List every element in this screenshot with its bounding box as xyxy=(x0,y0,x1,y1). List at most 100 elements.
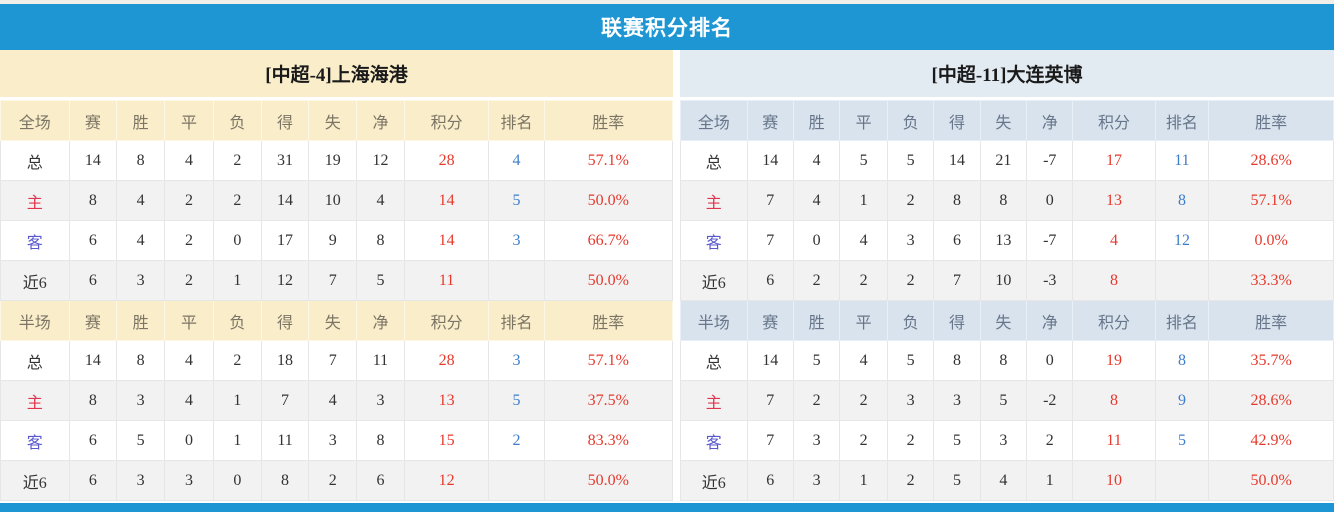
rate-cell: 42.9% xyxy=(1208,420,1334,461)
table-row: 主 8 4 2 2 14 10 4 14 5 50.0% xyxy=(0,180,674,221)
stat-cell: 6 xyxy=(746,460,794,501)
points-cell: 13 xyxy=(403,380,490,421)
points-cell: 19 xyxy=(1072,340,1156,381)
rate-cell: 50.0% xyxy=(543,180,674,221)
points-cell: 10 xyxy=(1072,460,1156,501)
col-header: 负 xyxy=(886,300,935,341)
col-header: 胜 xyxy=(116,100,165,141)
col-header: 胜 xyxy=(792,300,841,341)
col-header: 得 xyxy=(260,300,310,341)
table-row: 近6 6 2 2 2 7 10 -3 8 33.3% xyxy=(680,260,1334,301)
stat-cell: 9 xyxy=(308,220,358,261)
stat-cell: 3 xyxy=(163,460,214,501)
row-label: 总 xyxy=(0,140,70,181)
stat-cell: 7 xyxy=(308,340,358,381)
row-label: 客 xyxy=(0,420,70,461)
stat-cell: 2 xyxy=(212,180,262,221)
stat-cell: 3 xyxy=(886,380,935,421)
stat-cell: 5 xyxy=(979,380,1028,421)
stat-cell: 1 xyxy=(212,420,262,461)
col-header: 胜 xyxy=(792,100,841,141)
stat-cell: 7 xyxy=(260,380,310,421)
rank-cell: 3 xyxy=(488,340,545,381)
stat-cell: 0 xyxy=(792,220,841,261)
col-header: 得 xyxy=(933,300,981,341)
stat-cell: 8 xyxy=(933,180,981,221)
table-row: 近6 6 3 2 1 12 7 5 11 50.0% xyxy=(0,260,674,301)
rate-cell: 50.0% xyxy=(1208,460,1334,501)
col-header: 排名 xyxy=(1154,100,1210,141)
rank-cell: 5 xyxy=(488,180,545,221)
points-cell: 12 xyxy=(403,460,490,501)
rank-cell: 9 xyxy=(1154,380,1210,421)
row-label: 总 xyxy=(680,140,748,181)
col-header: 胜率 xyxy=(543,300,674,341)
team-title-home: [中超-4]上海海港 xyxy=(0,50,673,100)
stat-cell: 8 xyxy=(68,180,118,221)
stat-cell: 1 xyxy=(839,460,888,501)
points-cell: 4 xyxy=(1072,220,1156,261)
rate-cell: 57.1% xyxy=(1208,180,1334,221)
stat-cell: 2 xyxy=(839,420,888,461)
stat-cell: 10 xyxy=(979,260,1028,301)
stat-cell: 4 xyxy=(163,380,214,421)
row-label: 主 xyxy=(680,380,748,421)
stat-cell: 14 xyxy=(933,140,981,181)
rank-cell: 8 xyxy=(1154,340,1210,381)
points-cell: 14 xyxy=(403,180,490,221)
stat-cell: 2 xyxy=(886,180,935,221)
stat-cell: 0 xyxy=(212,460,262,501)
stat-cell: 1 xyxy=(1026,460,1074,501)
points-cell: 8 xyxy=(1072,380,1156,421)
table-row: 客 7 3 2 2 5 3 2 11 5 42.9% xyxy=(680,420,1334,461)
stat-cell: 3 xyxy=(116,260,165,301)
row-label: 客 xyxy=(0,220,70,261)
row-label: 主 xyxy=(0,380,70,421)
stat-cell: 4 xyxy=(163,140,214,181)
stat-cell: 5 xyxy=(886,340,935,381)
stat-cell: 8 xyxy=(260,460,310,501)
stat-cell: 4 xyxy=(116,180,165,221)
col-header: 负 xyxy=(212,300,262,341)
stat-cell: 2 xyxy=(163,180,214,221)
row-label: 总 xyxy=(680,340,748,381)
page-bottom-bar xyxy=(0,503,1334,512)
stat-cell: 4 xyxy=(839,340,888,381)
col-header: 赛 xyxy=(68,300,118,341)
table-row: 客 6 5 0 1 11 3 8 15 2 83.3% xyxy=(0,420,674,461)
rate-cell: 33.3% xyxy=(1208,260,1334,301)
stat-cell: 1 xyxy=(212,260,262,301)
col-header: 净 xyxy=(356,300,405,341)
stat-cell: 2 xyxy=(212,140,262,181)
stat-cell: 14 xyxy=(746,140,794,181)
rate-cell: 0.0% xyxy=(1208,220,1334,261)
stat-cell: 2 xyxy=(163,220,214,261)
rate-cell: 50.0% xyxy=(543,260,674,301)
col-header: 得 xyxy=(260,100,310,141)
row-label: 客 xyxy=(680,420,748,461)
row-label: 主 xyxy=(0,180,70,221)
stat-cell: 8 xyxy=(979,180,1028,221)
stat-cell: 11 xyxy=(260,420,310,461)
page-title: 联赛积分排名 xyxy=(601,17,733,40)
stat-cell: 14 xyxy=(746,340,794,381)
stat-cell: 7 xyxy=(746,220,794,261)
row-label: 总 xyxy=(0,340,70,381)
col-header: 失 xyxy=(979,100,1028,141)
stat-cell: 7 xyxy=(746,420,794,461)
rank-cell xyxy=(488,260,545,301)
stat-cell: 0 xyxy=(1026,180,1074,221)
points-cell: 11 xyxy=(403,260,490,301)
row-label: 近6 xyxy=(680,460,748,501)
points-cell: 13 xyxy=(1072,180,1156,221)
col-header: 积分 xyxy=(403,300,490,341)
stat-cell: 2 xyxy=(886,420,935,461)
stat-cell: 4 xyxy=(356,180,405,221)
page-top-strip xyxy=(0,0,1334,4)
table-row: 客 7 0 4 3 6 13 -7 4 12 0.0% xyxy=(680,220,1334,261)
col-header: 排名 xyxy=(488,300,545,341)
points-cell: 15 xyxy=(403,420,490,461)
col-header: 积分 xyxy=(1072,100,1156,141)
col-header: 胜率 xyxy=(1208,300,1334,341)
stat-cell: 6 xyxy=(68,260,118,301)
